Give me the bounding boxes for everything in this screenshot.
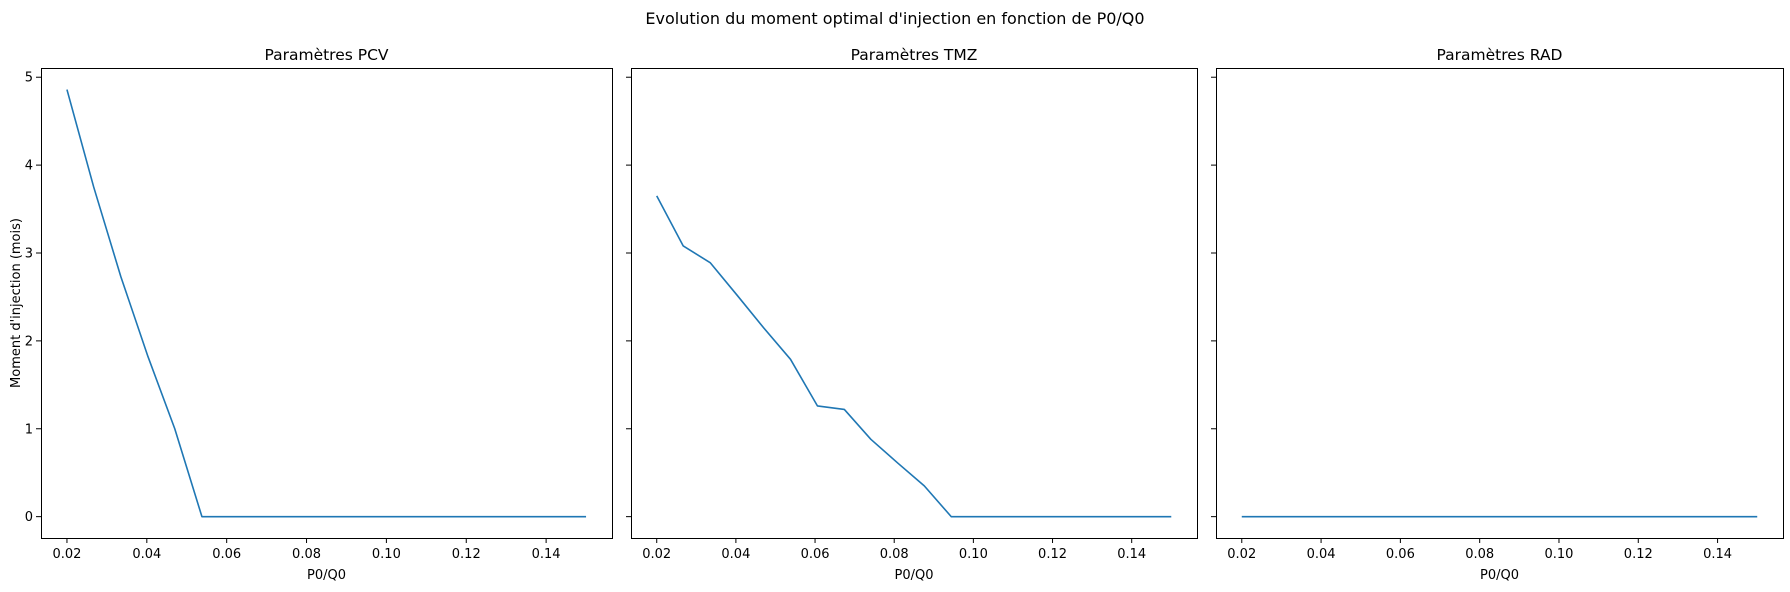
subplot-title: Paramètres TMZ [851, 46, 978, 64]
subplot-2: Paramètres TMZ 0.02 0.04 0.06 0.08 0.10 0.12 0.… [626, 46, 1198, 583]
x-tick-label: 0.10 [372, 547, 401, 562]
figure-title: Evolution du moment optimal d'injection … [645, 9, 1144, 28]
x-tick-label: 0.06 [1386, 547, 1415, 562]
x-tick-label: 0.14 [1703, 547, 1732, 562]
x-tick-label: 0.08 [292, 547, 321, 562]
x-tick-label: 0.12 [452, 547, 481, 562]
y-tick-label: 3 [25, 246, 33, 261]
x-tick-label: 0.14 [532, 547, 561, 562]
x-axis-label: P0/Q0 [1480, 568, 1519, 583]
x-tick-label: 0.08 [1465, 547, 1494, 562]
x-tick-label: 0.10 [959, 547, 988, 562]
subplot-1: Paramètres PCV 0.02 0.04 0.06 0.08 0.10 0.12 0.… [9, 46, 613, 583]
series-line [66, 89, 587, 518]
x-axis-label: P0/Q0 [895, 568, 934, 583]
x-tick-label: 0.10 [1544, 547, 1573, 562]
subplot-title: Paramètres RAD [1437, 46, 1563, 64]
axes-frame [631, 68, 1198, 539]
x-tick-label: 0.02 [1227, 547, 1256, 562]
axes-frame [1216, 68, 1784, 539]
subplot-title: Paramètres PCV [264, 46, 388, 64]
y-tick-label: 0 [25, 510, 33, 525]
y-tick-label: 4 [25, 159, 33, 174]
x-tick-label: 0.12 [1038, 547, 1067, 562]
x-tick-label: 0.02 [52, 547, 81, 562]
x-axis-label: P0/Q0 [307, 568, 346, 583]
x-tick-label: 0.04 [721, 547, 750, 562]
x-tick-label: 0.02 [642, 547, 671, 562]
y-axis-label: Moment d'injection (mois) [9, 218, 24, 388]
y-tick-label: 1 [25, 422, 33, 437]
x-tick-label: 0.06 [801, 547, 830, 562]
y-tick-label: 5 [25, 71, 33, 86]
x-tick-label: 0.04 [1307, 547, 1336, 562]
axes-frame [41, 68, 613, 539]
subplots: Paramètres PCV 0.02 0.04 0.06 0.08 0.10 0.12 0.… [9, 46, 1784, 583]
x-tick-label: 0.08 [880, 547, 909, 562]
x-tick-label: 0.14 [1117, 547, 1146, 562]
x-tick-label: 0.12 [1624, 547, 1653, 562]
x-tick-label: 0.06 [212, 547, 241, 562]
y-tick-label: 2 [25, 334, 33, 349]
subplot-3: Paramètres RAD 0.02 0.04 0.06 0.08 0.10 0.12 0.… [1211, 46, 1784, 583]
x-tick-label: 0.04 [132, 547, 161, 562]
series-line [656, 195, 1172, 518]
